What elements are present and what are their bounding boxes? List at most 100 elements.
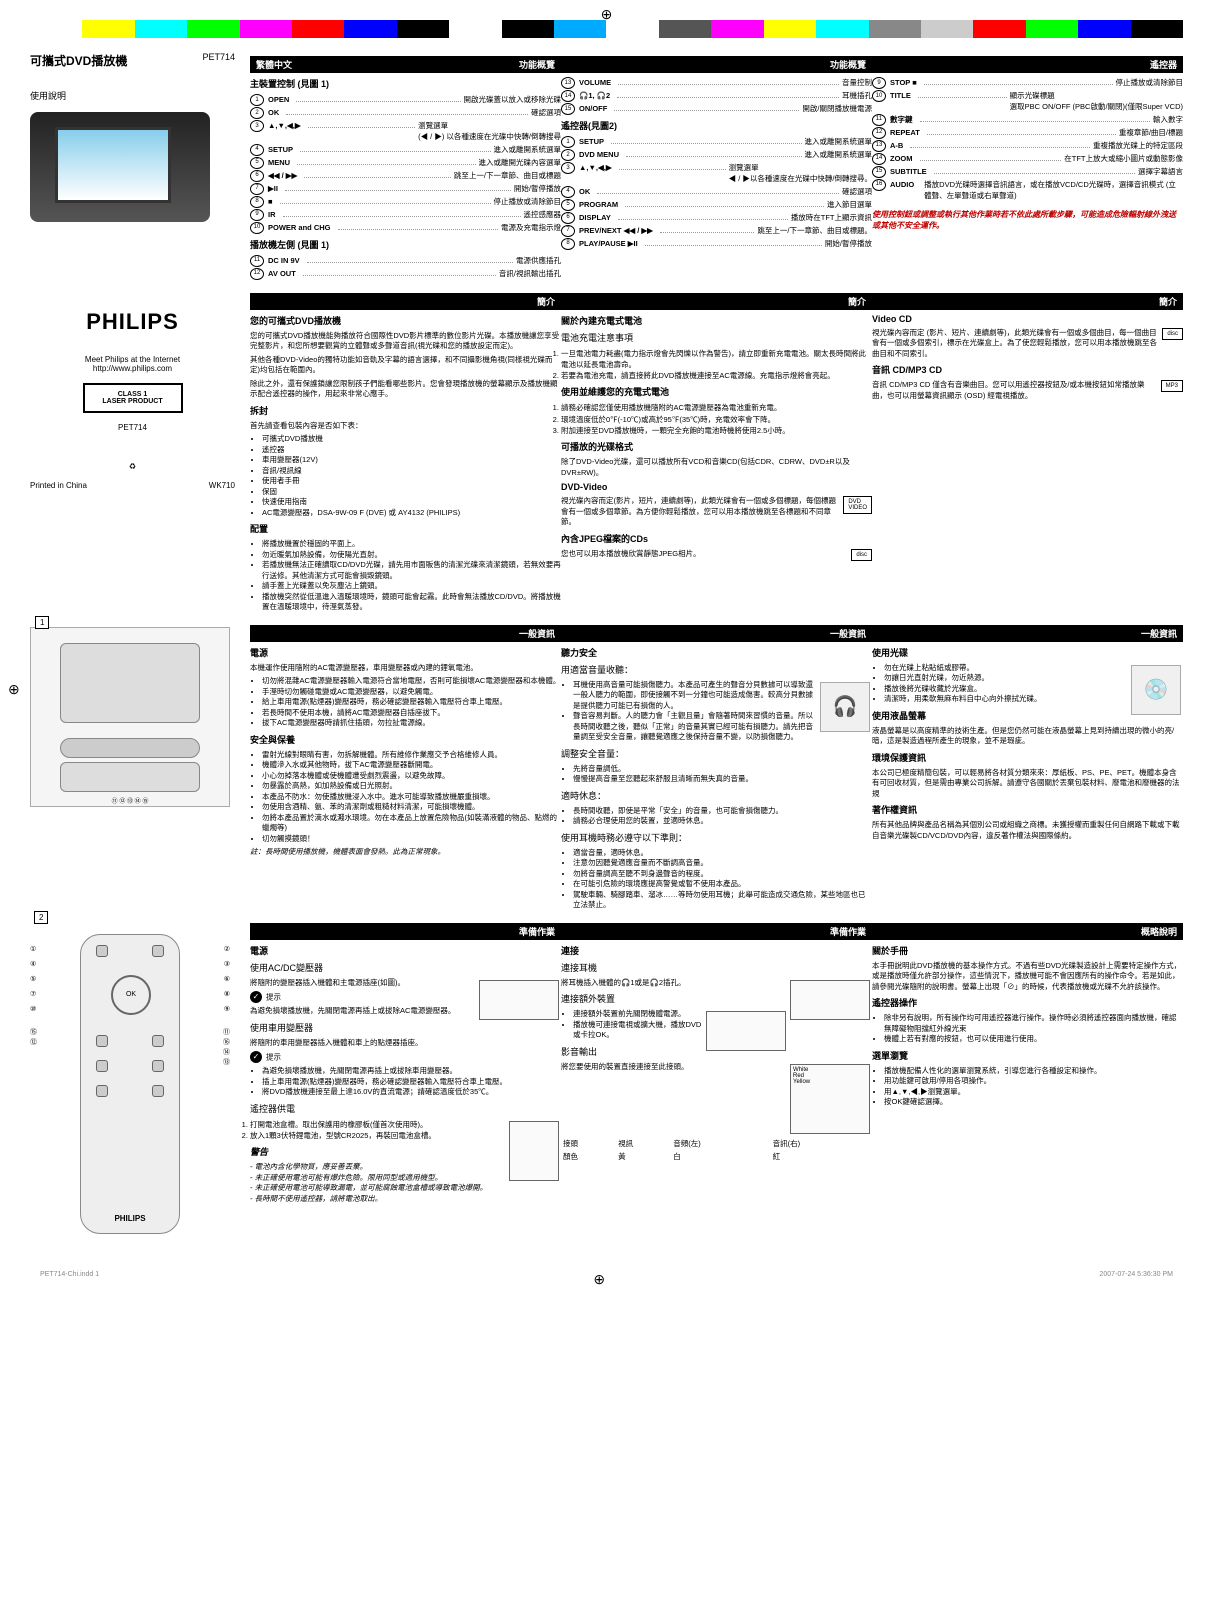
tip2-list: 為避免損壞播放機，先關閉電源再插上或拔除車用變壓器。插上車用電源(點煙器)變壓器… bbox=[250, 1066, 561, 1098]
remote-op-list: 除非另有說明，所有操作均可用遙控器進行操作。操作時必須將遙控器面向播放機，確認無… bbox=[872, 1013, 1183, 1045]
audiocd-heading: 音訊 CD/MP3 CD bbox=[872, 363, 1183, 376]
acdc-diagram bbox=[479, 980, 559, 1020]
safevol-heading: 調整安全音量： bbox=[561, 747, 872, 760]
intro-p2: 其他各種DVD-Video的獨特功能如音軌及字幕的語言選擇，和不同攝影機角視(同… bbox=[250, 355, 561, 376]
acdc-heading: 使用AC/DC變壓器 bbox=[250, 961, 561, 974]
control-line: 15SUBTITLE選擇字幕語言 bbox=[872, 166, 1183, 178]
section-bar-intro2: 簡介 bbox=[561, 293, 872, 310]
philips-url: http://www.philips.com bbox=[30, 364, 235, 373]
hearing-heading: 聽力安全 bbox=[561, 646, 872, 659]
conn-color-table: 接頭視訊音頻(左)音訊(右) 顏色黃白紅 bbox=[561, 1136, 872, 1164]
wk-number: WK710 bbox=[209, 481, 235, 490]
mp3-logo-icon: MP3 bbox=[1161, 380, 1183, 392]
philips-logo: PHILIPS bbox=[30, 309, 235, 335]
safety-heading: 安全與保養 bbox=[250, 733, 561, 746]
power-list: 切勿將混雜AC電源變壓器輸入電源符合當地電壓，否則可能損壞AC電源變壓器和本機體… bbox=[250, 676, 561, 729]
headphone-conn-diagram bbox=[790, 980, 870, 1020]
control-line: 13A-B重複播放光碟上的特定區段 bbox=[872, 140, 1183, 152]
section-bar-overview: 概略說明 bbox=[872, 923, 1183, 940]
unpack-heading: 拆封 bbox=[250, 404, 561, 417]
battery-heading: 關於內建充電式電池 bbox=[561, 314, 872, 327]
control-line: 11數字鍵輸入數字 bbox=[872, 114, 1183, 126]
main-controls-heading: 主裝置控制 (見圖 1) bbox=[250, 77, 561, 90]
control-line: 14ZOOM在TFT上放大或縮小圖片或動態影像 bbox=[872, 153, 1183, 165]
control-line: 14🎧1, 🎧2耳機插孔 bbox=[561, 90, 872, 102]
control-line: 8■停止播放或清除節目 bbox=[250, 196, 561, 208]
car-text: 將隨附的車用變壓器插入機體和車上的點煙器插座。 bbox=[250, 1038, 561, 1049]
jpeg-heading: 內含JPEG檔案的CDs bbox=[561, 532, 872, 545]
car-heading: 使用車用變壓器 bbox=[250, 1021, 561, 1034]
control-line: 12REPEAT重複章節/曲目/標題 bbox=[872, 127, 1183, 139]
control-line: 6DISPLAY播放時在TFT上顯示資訊 bbox=[561, 212, 872, 224]
section-bar-functions2: 功能概覽 bbox=[561, 56, 872, 73]
vcd-logo-icon: disc bbox=[1162, 328, 1183, 340]
model-number: PET714 bbox=[202, 52, 235, 77]
remote-op-heading: 遙控器操作 bbox=[872, 996, 1183, 1009]
tip2-label: 提示 bbox=[266, 1052, 281, 1061]
rules-heading: 使用耳機時務必遵守以下準則： bbox=[561, 831, 872, 844]
control-line: 9STOP ■停止播放或清除節目 bbox=[872, 77, 1183, 89]
battery-notice-list: 一旦電池電力耗盡(電力指示燈會先閃爍以作為警告)，請立即重新充電電池。關太長時間… bbox=[561, 348, 872, 382]
copyright-text: 所有其他品牌與產品名稱為其個別公司或組織之商標。未獲授權而重製任何自網路下載或下… bbox=[872, 820, 1183, 841]
connect-heading: 連接 bbox=[561, 944, 872, 957]
intro-p3: 除此之外，還有保護鎖讓您限制孩子們能看哪些影片。您會發現播放機的螢幕顯示及播放機… bbox=[250, 379, 561, 400]
playable-heading: 可播放的光碟格式 bbox=[561, 440, 872, 453]
disc-clean-icon: 💿 bbox=[1131, 665, 1181, 715]
battery-maintain-heading: 使用並維護您的充電式電池 bbox=[561, 385, 872, 398]
menu-nav-heading: 選單瀏覽 bbox=[872, 1049, 1183, 1062]
section-bar-intro3: 簡介 bbox=[872, 293, 1183, 310]
copyright-heading: 著作權資訊 bbox=[872, 803, 1183, 816]
control-line: 10TITLE顯示光碟標題選取PBC ON/OFF (PBC啟動/關閉)(僅限S… bbox=[872, 90, 1183, 113]
section-bar-intro1: 簡介 bbox=[250, 293, 561, 310]
footer-file: PET714-Chi.indd 1 bbox=[40, 1271, 99, 1288]
disc-use-heading: 使用光碟 bbox=[872, 646, 1183, 659]
power-heading: 電源 bbox=[250, 646, 561, 659]
control-line: 6◀◀ / ▶▶跳至上一/下一章節、曲目或標題 bbox=[250, 170, 561, 182]
rest-list: 長時間收聽，即使是平常「安全」的音量，也可能會損傷聽力。請務必合理使用您的裝置，… bbox=[561, 806, 872, 827]
menu-nav-list: 播放機配備人性化的選單瀏覽系統，引導您進行各種設定和操作。用功能鍵可啟用/停用各… bbox=[872, 1066, 1183, 1108]
left-side-heading: 播放機左側 (見圖 1) bbox=[250, 238, 561, 251]
vcd-heading: Video CD bbox=[872, 314, 1183, 324]
product-photo bbox=[30, 112, 210, 222]
control-line: 13VOLUME音量控制 bbox=[561, 77, 872, 89]
figure-1-diagram: 1 ⑪ ⑫ ⑬ ⑭ ⑮ bbox=[30, 627, 230, 807]
power-p1: 本機運作使用隨附的AC電源變壓器，車用變壓器或內建的鋰氧電池。 bbox=[250, 663, 561, 674]
headphone-warn-icon: 🎧 bbox=[820, 682, 870, 732]
dvd-logo-icon: DVDVIDEO bbox=[843, 496, 872, 514]
rules-list: 適當音量，適時休息。注意勿因聽覺適應音量而不斷調高音量。勿將音量調高至聽不到身邊… bbox=[561, 848, 872, 911]
remote-fig2-heading: 遙控器(見圖2) bbox=[561, 119, 872, 132]
section-bar-general2: 一般資訊 bbox=[561, 625, 872, 642]
lcd-text: 液晶螢幕是以高度精準的技術生產。但是您仍然可能在液晶螢幕上見到持續出現的微小的亮… bbox=[872, 726, 1183, 747]
control-line: 2OK確認選項 bbox=[250, 107, 561, 119]
meet-philips-text: Meet Philips at the Internet bbox=[30, 355, 235, 364]
placement-list: 將播放機置於穩固的平面上。勿近暖氣加熱設備，勿使陽光直射。若播放機無法正確讀取C… bbox=[250, 539, 561, 613]
cd-logo-icon: disc bbox=[851, 549, 872, 561]
control-line: 4SETUP進入或離開系統選單 bbox=[250, 144, 561, 156]
battery-notice-heading: 電池充電注意事項 bbox=[561, 331, 872, 344]
env-heading: 環境保護資訊 bbox=[872, 751, 1183, 764]
safety-note: 註：長時間使用播放機，機體表面會發熱。此為正常現象。 bbox=[250, 847, 561, 858]
battery-maintain-list: 請務必確認您僅使用播放機隨附的AC電源變壓器為電池重新充電。環境溫度低於0℉(-… bbox=[561, 402, 872, 436]
control-line: 5MENU進入或離開光碟內容選單 bbox=[250, 157, 561, 169]
control-line: 12AV OUT音訊/視訊輸出插孔 bbox=[250, 268, 561, 280]
recycle-icon: ♻ bbox=[129, 462, 136, 471]
control-line: 7▶II開始/暫停播放 bbox=[250, 183, 561, 195]
control-line: 16AUDIO播放DVD光碟時選擇音訊語言，或在播放VCD/CD光碟時，選擇音訊… bbox=[872, 179, 1183, 202]
power2-heading: 電源 bbox=[250, 944, 561, 957]
section-bar-prep1: 準備作業 bbox=[250, 923, 561, 940]
figure-2-remote-diagram: 2 OK PHILIPS ①④⑤⑦⑩⑮⑫ ②③⑥⑧⑨⑪⑯⑭⑬ bbox=[30, 925, 230, 1245]
tip1-label: 提示 bbox=[266, 992, 281, 1001]
unpack-list: 可攜式DVD播放機遙控器車用變壓器(12V)音訊/視訊線使用者手冊保固快速使用指… bbox=[250, 434, 561, 518]
tip-icon2: ✓ bbox=[250, 1051, 262, 1063]
safe-vol-list: 先將音量調低。慢慢提高音量至您聽起來舒服且清晰而無失真的音量。 bbox=[561, 764, 872, 785]
conn-hp-heading: 連接耳機 bbox=[561, 961, 872, 974]
rest-heading: 適時休息： bbox=[561, 789, 872, 802]
dvd-text: 視光碟內容而定(影片，短片，連續劇等)，此類光碟會有一個或多個標題，每個標題會有… bbox=[561, 496, 872, 528]
crop-mark-bottom-icon: ⊕ bbox=[593, 1271, 605, 1288]
playable-text: 除了DVD-Video光碟，還可以播放所有VCD和音樂CD(包括CDR、CDRW… bbox=[561, 457, 872, 478]
dvdvideo-heading: DVD-Video bbox=[561, 482, 872, 492]
control-line: 1OPEN開啟光碟蓋以放入或移除光碟 bbox=[250, 94, 561, 106]
control-line: 1SETUP進入或離開系統選單 bbox=[561, 136, 872, 148]
control-line: 11DC IN 9V電源供應插孔 bbox=[250, 255, 561, 267]
control-line: 10POWER and CHG電源及充電指示燈 bbox=[250, 222, 561, 234]
